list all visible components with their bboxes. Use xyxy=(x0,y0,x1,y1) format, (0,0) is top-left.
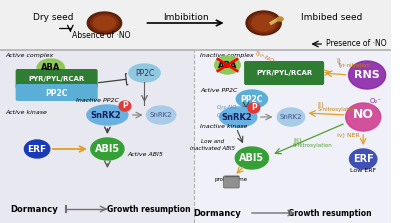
Ellipse shape xyxy=(90,14,118,32)
Ellipse shape xyxy=(146,106,176,124)
Text: Cys-NO: Cys-NO xyxy=(217,105,237,109)
Ellipse shape xyxy=(346,103,381,131)
Text: i): i) xyxy=(337,58,342,64)
Ellipse shape xyxy=(277,17,283,21)
Text: Imbibed seed: Imbibed seed xyxy=(301,12,363,21)
FancyBboxPatch shape xyxy=(16,69,98,89)
Text: PP2C: PP2C xyxy=(46,89,68,97)
Ellipse shape xyxy=(236,90,268,108)
Text: PYR/PYL/RCAR: PYR/PYL/RCAR xyxy=(256,70,312,76)
Text: NO: NO xyxy=(353,109,374,122)
Ellipse shape xyxy=(215,56,240,74)
Text: RNS: RNS xyxy=(354,70,380,80)
Ellipse shape xyxy=(348,61,386,89)
Text: S-nitrosylation: S-nitrosylation xyxy=(317,107,357,112)
Text: ABI5: ABI5 xyxy=(239,153,264,163)
FancyBboxPatch shape xyxy=(244,61,324,85)
Ellipse shape xyxy=(87,105,128,125)
Text: P: P xyxy=(122,101,128,111)
Text: Dormancy: Dormancy xyxy=(10,204,58,213)
Ellipse shape xyxy=(252,15,275,31)
Text: Active kinase: Active kinase xyxy=(5,111,47,116)
Ellipse shape xyxy=(129,64,160,82)
Text: Absence of ·NO: Absence of ·NO xyxy=(72,31,131,39)
Text: SnRK2: SnRK2 xyxy=(221,112,252,122)
Text: ABI5: ABI5 xyxy=(95,144,120,154)
FancyBboxPatch shape xyxy=(0,0,390,50)
Text: SnRK2: SnRK2 xyxy=(280,114,302,120)
Text: ii): ii) xyxy=(317,102,324,108)
Text: Tyr-nitration: Tyr-nitration xyxy=(337,64,370,68)
Text: ERF: ERF xyxy=(28,145,47,153)
Text: P: P xyxy=(251,103,257,112)
Ellipse shape xyxy=(235,147,268,169)
FancyBboxPatch shape xyxy=(224,176,239,188)
Text: Low ERF: Low ERF xyxy=(350,167,376,173)
Text: iii): iii) xyxy=(293,138,302,144)
Text: O₂⁻: O₂⁻ xyxy=(370,98,382,104)
Ellipse shape xyxy=(119,101,131,111)
Text: Growth resumption: Growth resumption xyxy=(288,209,372,217)
Text: Active PP2C: Active PP2C xyxy=(200,89,238,93)
Ellipse shape xyxy=(220,107,257,127)
Text: Inactive PP2C: Inactive PP2C xyxy=(76,99,119,103)
Text: PYR/PYL/RCAR: PYR/PYL/RCAR xyxy=(28,76,85,82)
Ellipse shape xyxy=(37,59,64,77)
Text: Dormancy: Dormancy xyxy=(193,209,241,217)
Text: PP2C: PP2C xyxy=(135,68,154,78)
Text: Tyr-NO₃: Tyr-NO₃ xyxy=(254,51,277,65)
Text: iv) NER: iv) NER xyxy=(337,132,360,138)
Text: Inactive complex: Inactive complex xyxy=(200,52,254,58)
Text: PP2C: PP2C xyxy=(241,95,263,103)
FancyBboxPatch shape xyxy=(16,84,98,101)
Text: Presence of ·NO: Presence of ·NO xyxy=(326,39,387,48)
Ellipse shape xyxy=(87,12,122,34)
Text: ERF: ERF xyxy=(353,154,374,164)
Text: Active complex: Active complex xyxy=(5,52,53,58)
Ellipse shape xyxy=(350,149,377,169)
Text: SnRK2: SnRK2 xyxy=(90,111,121,120)
Text: ABA: ABA xyxy=(218,60,237,70)
Ellipse shape xyxy=(249,13,278,33)
Text: ABA: ABA xyxy=(41,64,60,72)
Ellipse shape xyxy=(246,11,281,35)
Ellipse shape xyxy=(24,140,50,158)
Text: Dry seed: Dry seed xyxy=(34,12,74,21)
Ellipse shape xyxy=(94,16,116,30)
Ellipse shape xyxy=(91,138,124,160)
Text: Low and
inactivated ABI5: Low and inactivated ABI5 xyxy=(190,139,235,151)
Text: Growth resumption: Growth resumption xyxy=(106,204,190,213)
Text: S-nitrosylation: S-nitrosylation xyxy=(293,143,333,149)
Text: Imbibition: Imbibition xyxy=(163,14,208,23)
FancyBboxPatch shape xyxy=(0,50,194,223)
Text: SnRK2: SnRK2 xyxy=(150,112,172,118)
FancyBboxPatch shape xyxy=(194,50,390,223)
Ellipse shape xyxy=(277,108,305,126)
Ellipse shape xyxy=(248,103,260,113)
Text: Active ABI5: Active ABI5 xyxy=(127,153,163,157)
Text: Cys-SH: Cys-SH xyxy=(217,112,236,118)
Text: Inactive kinase: Inactive kinase xyxy=(200,124,248,130)
Text: proteasome: proteasome xyxy=(215,176,248,182)
